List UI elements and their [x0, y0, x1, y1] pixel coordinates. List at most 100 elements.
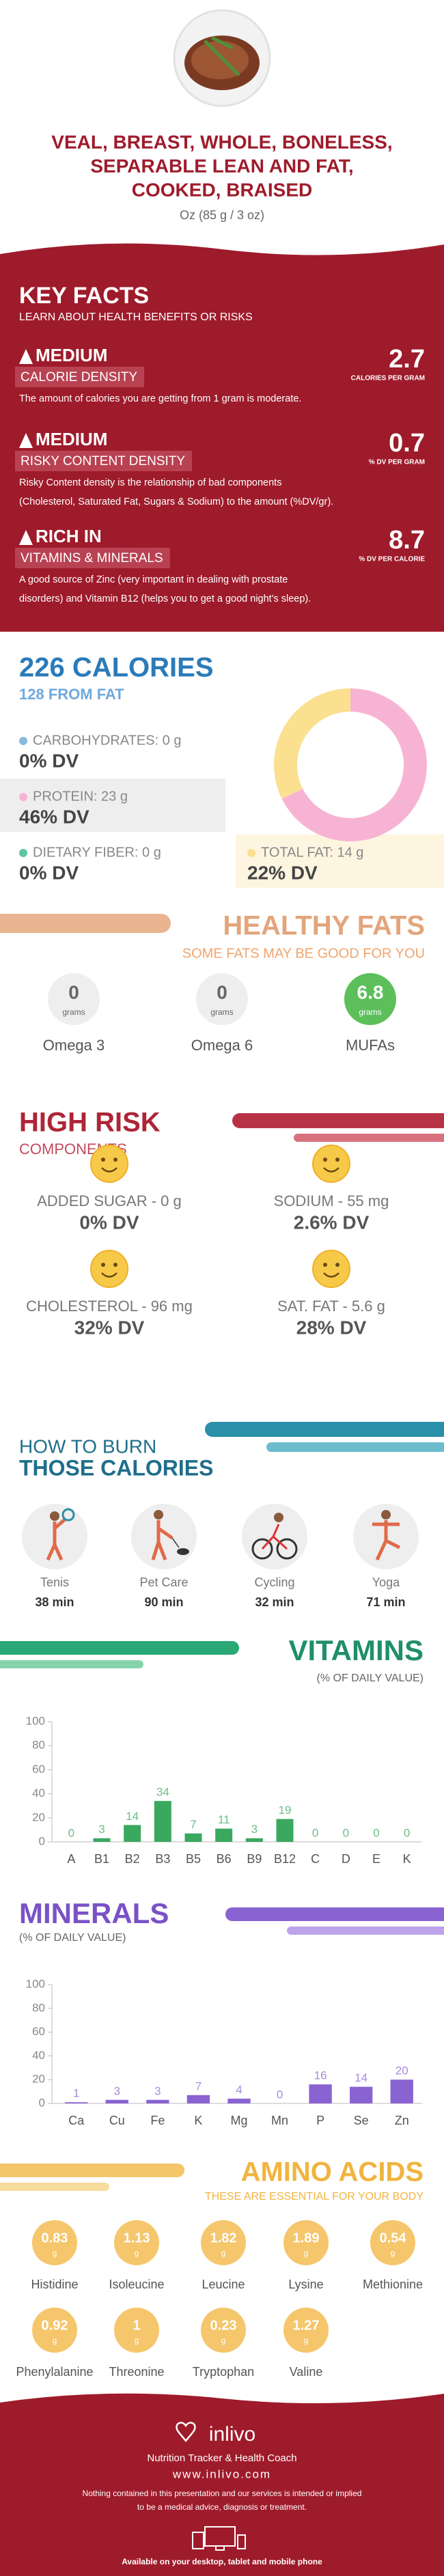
stripe — [294, 1134, 444, 1142]
value-label: 3 — [154, 2084, 161, 2097]
nutrient-label: TOTAL FAT: 14 g — [261, 845, 363, 860]
activity-time: 32 min — [255, 1595, 294, 1609]
x-tick-label: Ca — [68, 2114, 85, 2127]
x-tick-label: B3 — [155, 1852, 170, 1866]
smiley-mouth — [101, 1167, 117, 1173]
activity-name: Tenis — [40, 1576, 69, 1589]
section-title: THOSE CALORIES — [19, 1455, 213, 1480]
amino-name: Phenylalanine — [16, 2365, 93, 2379]
y-tick-label: 40 — [32, 1787, 45, 1800]
x-tick-label: Zn — [395, 2114, 409, 2127]
amino-value: 0.23 — [210, 2318, 237, 2333]
value-label: 4 — [236, 2084, 242, 2097]
chart-subtitle: (% OF DAILY VALUE) — [317, 1672, 424, 1684]
bar — [184, 1833, 202, 1842]
smiley-mouth — [323, 1272, 339, 1278]
y-tick-label: 100 — [26, 1977, 45, 1990]
fat-name: Omega 3 — [43, 1037, 105, 1054]
value-label: 0 — [343, 1826, 349, 1839]
chart-title: VITAMINS — [288, 1634, 424, 1666]
brand: inlivo — [209, 2423, 255, 2446]
value-label: 0 — [68, 1826, 74, 1839]
risk-dv: 0% DV — [79, 1212, 139, 1233]
amino-name: Leucine — [202, 2278, 245, 2291]
fact-value: 2.7 — [389, 345, 425, 374]
value-label: 3 — [114, 2084, 120, 2097]
amino-unit: g — [221, 2336, 226, 2345]
value-label: 11 — [218, 1813, 230, 1826]
value-label: 34 — [156, 1786, 169, 1799]
fact-value: 0.7 — [389, 429, 425, 458]
fat-value: 0 — [68, 981, 79, 1003]
bar — [146, 2099, 169, 2103]
risk-dv: 32% DV — [74, 1317, 145, 1338]
value-label: 19 — [279, 1804, 292, 1817]
fact-value: 8.7 — [389, 526, 425, 555]
amino-circle — [370, 2220, 415, 2265]
bar — [186, 2095, 210, 2103]
steak-top — [191, 41, 249, 79]
value-label: 3 — [98, 1823, 105, 1836]
disclaimer: to be a medical advice, diagnosis or tre… — [137, 2502, 307, 2512]
bar — [309, 2084, 332, 2103]
nutrient-label: CARBOHYDRATES: 0 g — [33, 733, 181, 748]
fat-bg — [236, 835, 444, 888]
url: www.inlivo.com — [172, 2467, 271, 2480]
value-label: 1 — [73, 2087, 79, 2100]
bar — [227, 2099, 251, 2103]
x-tick-label: B2 — [125, 1852, 140, 1866]
smiley-mouth — [323, 1167, 339, 1173]
x-tick-label: Mn — [271, 2114, 288, 2127]
key-facts-bg — [0, 243, 444, 632]
amino-name: Methionine — [363, 2278, 423, 2291]
nutrient-label: PROTEIN: 23 g — [33, 789, 128, 804]
amino-circle — [201, 2308, 246, 2353]
bar — [105, 2099, 129, 2103]
value-label: 16 — [314, 2069, 327, 2082]
x-tick-label: E — [372, 1852, 380, 1866]
value-label: 0 — [312, 1826, 318, 1839]
fact-description: The amount of calories you are getting f… — [19, 393, 301, 404]
value-label: 0 — [404, 1826, 410, 1839]
smiley-eye — [323, 1263, 327, 1267]
amino-value: 1 — [133, 2318, 140, 2333]
stripe — [232, 1113, 444, 1128]
smiley — [312, 1145, 350, 1183]
smiley-eye — [323, 1158, 327, 1162]
section-title: KEY FACTS — [19, 283, 149, 309]
smiley-eye — [113, 1263, 117, 1267]
smiley-eye — [335, 1158, 339, 1162]
value-label: 20 — [396, 2064, 408, 2077]
bar — [349, 2086, 373, 2103]
stripe — [287, 1927, 444, 1935]
amino-value: 1.27 — [293, 2318, 320, 2333]
x-tick-label: A — [67, 1852, 75, 1866]
stripe — [0, 1641, 239, 1655]
risk-dv: 2.6% DV — [294, 1212, 370, 1233]
smiley-eye — [101, 1263, 105, 1267]
amino-value: 0.54 — [380, 2230, 407, 2245]
amino-value: 0.92 — [42, 2318, 68, 2333]
donut-slice — [281, 688, 427, 841]
x-tick-label: B5 — [186, 1852, 201, 1866]
amino-name: Histidine — [31, 2278, 78, 2291]
section-title: HIGH RISK — [19, 1108, 161, 1138]
legend-dot — [19, 849, 27, 857]
value-label: 7 — [190, 1818, 196, 1831]
fact-icon — [19, 349, 33, 364]
y-tick-label: 80 — [32, 1739, 45, 1752]
fat-value: 6.8 — [357, 981, 384, 1003]
fact-description: (Cholesterol, Saturated Fat, Sugars & So… — [19, 496, 333, 507]
fact-label: CALORIE DENSITY — [20, 370, 137, 384]
bar — [276, 1819, 294, 1842]
footer-bg — [0, 2393, 444, 2576]
activity-name: Pet Care — [139, 1576, 188, 1589]
fact-label: VITAMINS & MINERALS — [20, 551, 163, 565]
legend-dot — [247, 849, 255, 857]
stripe — [0, 2183, 109, 2191]
activity-time: 38 min — [35, 1595, 74, 1609]
value-label: 0 — [277, 2088, 283, 2101]
stripe — [0, 2164, 184, 2177]
title: COOKED, BRAISED — [132, 179, 312, 200]
smiley-eye — [113, 1158, 117, 1162]
